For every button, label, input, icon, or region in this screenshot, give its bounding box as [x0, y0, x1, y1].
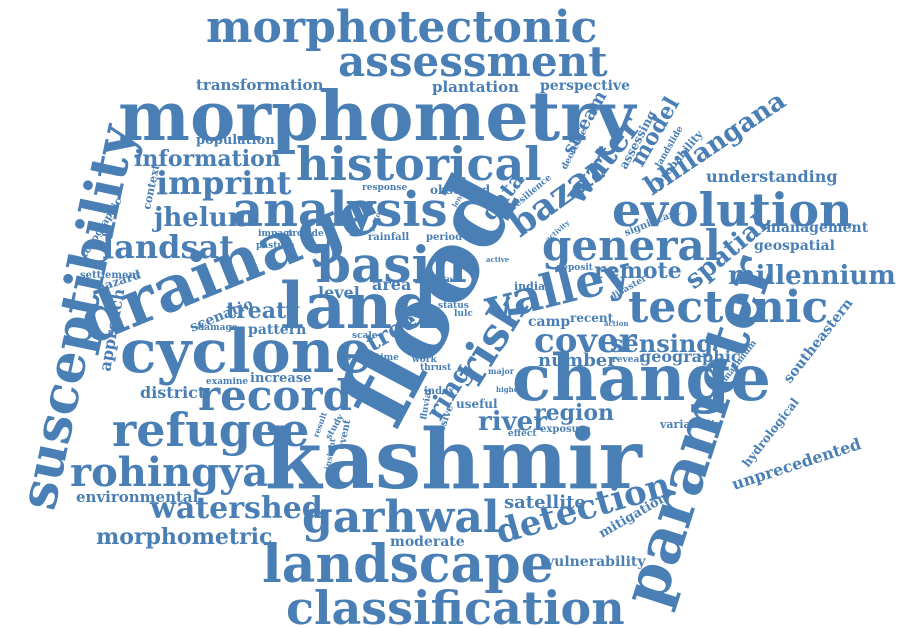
word-major: major: [488, 366, 515, 376]
word-area: area: [372, 275, 411, 294]
word-ratio: ratio: [412, 344, 439, 355]
word-number: number: [538, 350, 617, 371]
word-landsat: landsat: [102, 228, 234, 266]
word-region: region: [534, 400, 614, 426]
word-provide: provide: [286, 229, 324, 239]
word-active: active: [486, 255, 510, 264]
word-geospatial: geospatial: [754, 238, 835, 254]
word-nature: nature: [432, 274, 462, 284]
word-millennium: millennium: [728, 261, 896, 291]
word-exposure: exposure: [540, 424, 591, 435]
word-management: management: [766, 220, 869, 236]
word-response: response: [362, 183, 407, 193]
word-camp: camp: [528, 314, 570, 330]
word-district: district: [140, 383, 206, 402]
word-damage: damage: [198, 323, 238, 333]
word-increase: increase: [250, 371, 311, 386]
word-plantation: plantation: [432, 78, 519, 96]
word-classification: classification: [286, 581, 625, 628]
word-useful: useful: [456, 397, 498, 411]
word-lulc: lulc: [454, 309, 473, 319]
word-morphometric: morphometric: [96, 524, 272, 550]
word-pasture: pasture: [256, 241, 295, 251]
word-variability: variability: [659, 418, 723, 431]
word-higher: higher: [496, 385, 522, 394]
word-transformation: transformation: [196, 76, 323, 94]
word-period: period: [426, 232, 462, 243]
word-geographic: geographic: [640, 347, 741, 366]
word-environmental: environmental: [76, 488, 199, 506]
word-satellite: satellite: [504, 492, 586, 513]
word-reveal: reveal: [612, 355, 643, 365]
word-scale: scale: [352, 331, 378, 341]
word-effect: effect: [508, 429, 537, 439]
word-index: index: [424, 386, 455, 397]
word-vulnerability: vulnerability: [545, 554, 646, 570]
word-examine: examine: [206, 377, 248, 387]
word-moderate: moderate: [390, 534, 465, 550]
word-india: india: [514, 280, 545, 293]
word-population: population: [196, 133, 275, 148]
word-thrust: thrust: [420, 363, 452, 373]
word-deposit: deposit: [556, 263, 594, 273]
word-level: level: [318, 283, 360, 302]
word-perspective: perspective: [540, 78, 630, 94]
word-rainfall: rainfall: [368, 232, 409, 243]
word-understanding: understanding: [706, 167, 838, 186]
word-jhelum: jhelum: [152, 203, 255, 233]
word-cloud-words: kashmir flood morphometry drainage land …: [7, 2, 896, 628]
word-action: action: [604, 319, 628, 328]
word-pattern: pattern: [248, 322, 306, 338]
word-time: time: [376, 353, 399, 363]
